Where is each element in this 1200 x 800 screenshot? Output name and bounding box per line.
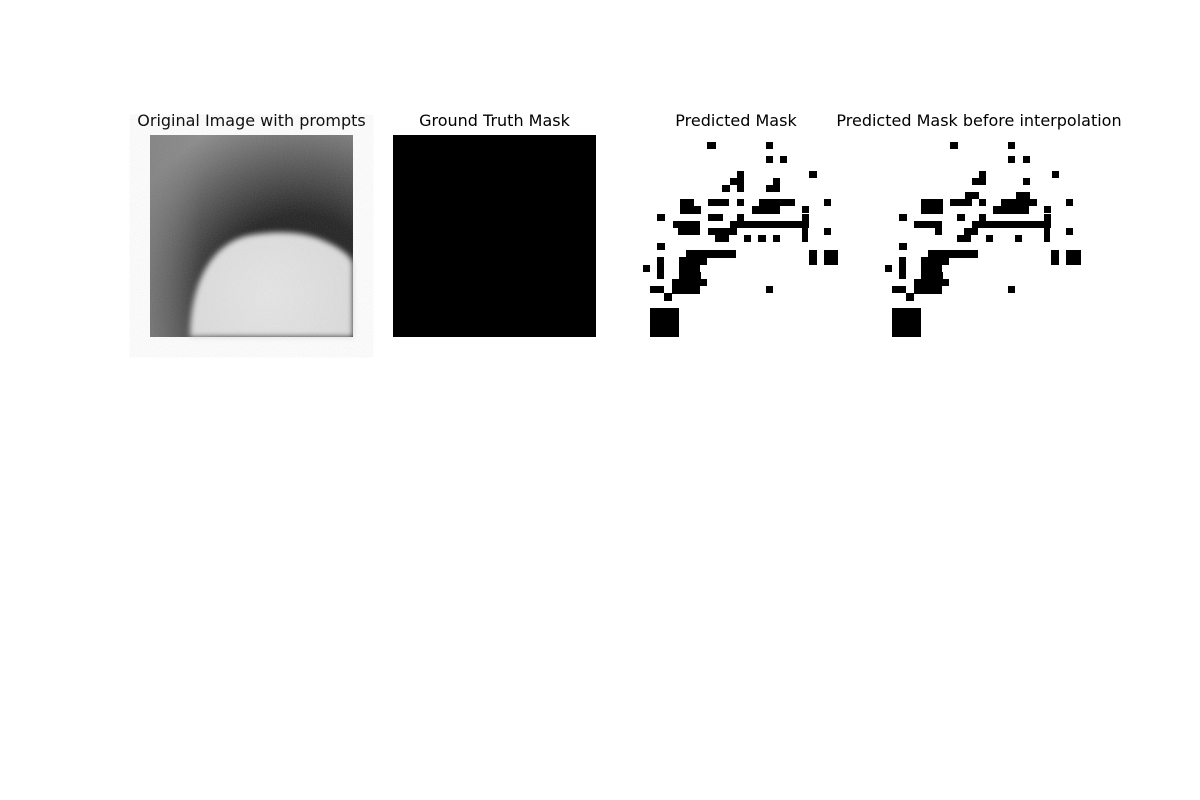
predicted-mask bbox=[636, 135, 839, 337]
ground-truth-mask bbox=[393, 135, 596, 337]
predicted-mask-raw bbox=[878, 135, 1081, 337]
predicted-mask-graphic bbox=[643, 142, 838, 337]
predicted-mask-raw-graphic bbox=[885, 142, 1081, 337]
panel-title-predicted: Predicted Mask bbox=[675, 111, 797, 130]
panel-title-ground-truth: Ground Truth Mask bbox=[419, 111, 570, 130]
original-image bbox=[150, 135, 353, 337]
original-image-graphic bbox=[150, 135, 353, 337]
panel-title-predicted-raw: Predicted Mask before interpolation bbox=[836, 111, 1122, 130]
panel-title-original: Original Image with prompts bbox=[137, 111, 366, 130]
